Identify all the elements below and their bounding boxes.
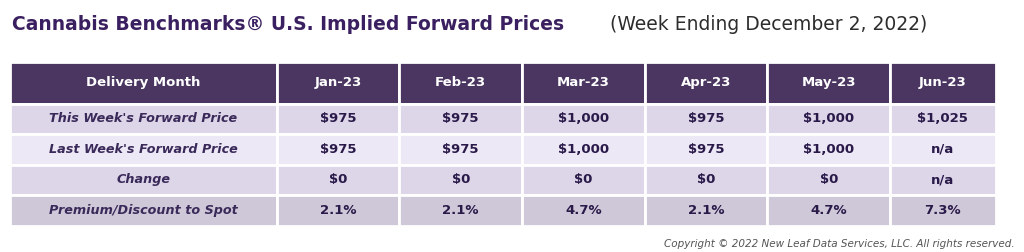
Text: Cannabis Benchmarks® U.S. Implied Forward Prices: Cannabis Benchmarks® U.S. Implied Forwar… [12, 15, 564, 34]
Bar [645, 165, 767, 195]
Text: $975: $975 [319, 143, 356, 156]
Bar [645, 134, 767, 165]
Bar [10, 195, 276, 226]
Text: $975: $975 [442, 112, 479, 125]
Bar [399, 195, 522, 226]
Text: (Week Ending December 2, 2022): (Week Ending December 2, 2022) [604, 15, 928, 34]
Bar [276, 134, 399, 165]
Text: 7.3%: 7.3% [925, 204, 962, 217]
Bar [645, 195, 767, 226]
Text: Delivery Month: Delivery Month [86, 76, 201, 89]
Text: 2.1%: 2.1% [688, 204, 724, 217]
Text: $0: $0 [819, 173, 838, 186]
Text: $1,000: $1,000 [558, 112, 609, 125]
Text: Premium/Discount to Spot: Premium/Discount to Spot [49, 204, 238, 217]
Bar [276, 195, 399, 226]
Text: Mar-23: Mar-23 [557, 76, 610, 89]
Bar [522, 195, 645, 226]
Bar [890, 62, 995, 104]
Text: $975: $975 [688, 112, 724, 125]
Text: $1,000: $1,000 [803, 143, 854, 156]
Text: $0: $0 [697, 173, 716, 186]
Text: $0: $0 [452, 173, 470, 186]
Text: Feb-23: Feb-23 [435, 76, 486, 89]
Text: $1,000: $1,000 [558, 143, 609, 156]
Bar [276, 104, 399, 134]
Bar [522, 165, 645, 195]
Text: n/a: n/a [931, 143, 954, 156]
Bar [522, 134, 645, 165]
Bar [890, 104, 995, 134]
Bar [767, 165, 890, 195]
Text: 2.1%: 2.1% [442, 204, 479, 217]
Text: Jun-23: Jun-23 [919, 76, 967, 89]
Text: This Week's Forward Price: This Week's Forward Price [49, 112, 238, 125]
Text: $975: $975 [688, 143, 724, 156]
Text: $975: $975 [319, 112, 356, 125]
Text: Apr-23: Apr-23 [681, 76, 731, 89]
Bar [767, 62, 890, 104]
Bar [399, 104, 522, 134]
Bar [522, 62, 645, 104]
Bar [10, 62, 276, 104]
Text: n/a: n/a [931, 173, 954, 186]
Bar [767, 134, 890, 165]
Bar [276, 165, 399, 195]
Text: 2.1%: 2.1% [319, 204, 356, 217]
Text: $0: $0 [329, 173, 347, 186]
Bar [645, 104, 767, 134]
Text: 4.7%: 4.7% [565, 204, 602, 217]
Bar [276, 62, 399, 104]
Bar [767, 104, 890, 134]
Text: Change: Change [117, 173, 170, 186]
Text: 4.7%: 4.7% [810, 204, 847, 217]
Bar [767, 195, 890, 226]
Bar [399, 165, 522, 195]
Bar [10, 104, 276, 134]
Bar [890, 134, 995, 165]
Bar [10, 134, 276, 165]
Text: $975: $975 [442, 143, 479, 156]
Bar [890, 195, 995, 226]
Text: Copyright © 2022 New Leaf Data Services, LLC. All rights reserved.: Copyright © 2022 New Leaf Data Services,… [665, 239, 1015, 249]
Text: Jan-23: Jan-23 [314, 76, 361, 89]
Bar [890, 165, 995, 195]
Bar [522, 104, 645, 134]
Bar [645, 62, 767, 104]
Bar [399, 62, 522, 104]
Text: $1,025: $1,025 [918, 112, 969, 125]
Text: $1,000: $1,000 [803, 112, 854, 125]
Bar [10, 165, 276, 195]
Bar [399, 134, 522, 165]
Text: $0: $0 [574, 173, 593, 186]
Text: Last Week's Forward Price: Last Week's Forward Price [49, 143, 238, 156]
Text: May-23: May-23 [802, 76, 856, 89]
